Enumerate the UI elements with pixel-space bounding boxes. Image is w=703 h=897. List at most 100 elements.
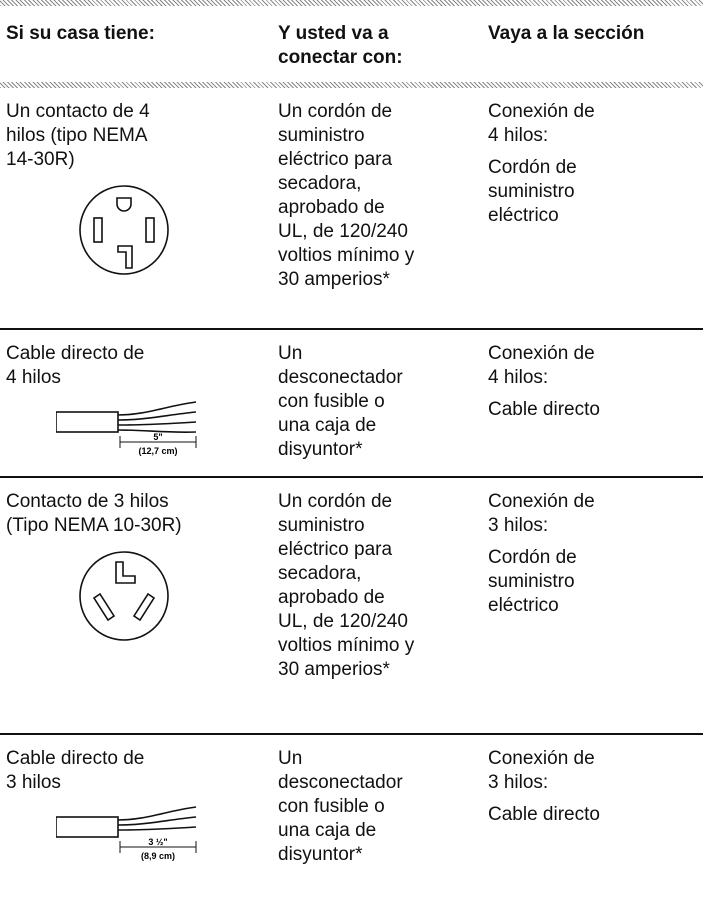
text-line: 30 amperios* [278,659,390,680]
row-rule [0,476,703,478]
icon-part [116,197,132,212]
icon-part [79,185,169,275]
text-line: 4 hilos [6,367,61,388]
text-line: aprobado de [278,587,385,608]
section-paragraph: Conexión de 3 hilos: [488,747,703,795]
text-line: voltios mínimo y [278,245,415,266]
dimension-label: 3 ½" [148,837,167,847]
cell-section: Conexión de 4 hilos: Cordón de suministro el… [488,100,703,328]
icon-part [117,401,197,416]
text-line: 30 amperios* [278,269,390,290]
text-line: 4 hilos: [488,367,549,388]
icon-part [117,826,197,831]
table-body: Un contacto de 4 hilos (tipo NEMA 14-30R) U… [0,88,703,887]
text-line: UL, de 120/240 [278,611,408,632]
text-line: conectar con: [278,47,403,68]
figure [79,551,169,641]
header-cell: Y usted va a conectar con: [278,22,488,82]
text-line: 3 hilos [6,772,61,793]
text-line: Un cordón de [278,491,393,512]
icon-part [117,421,197,426]
text-line: Un [278,748,303,769]
section-paragraph: Cable directo [488,803,703,827]
text-line: Un contacto de 4 [6,101,150,122]
cell-section: Conexión de 3 hilos: Cordón de suministro el… [488,490,703,733]
icon-part [79,551,169,641]
text-line: Cordón de [488,547,577,568]
cell-connect: Un cordón de suministro eléctrico para seca… [278,100,488,328]
dimension-label: 5" [153,432,162,442]
text-line: secadora, [278,173,362,194]
text-line: Cable directo de [6,343,145,364]
section-paragraph: Cable directo [488,398,703,422]
cell-have: Contacto de 3 hilos (Tipo NEMA 10-30R) [0,490,278,733]
table-row: Un contacto de 4 hilos (tipo NEMA 14-30R) U… [0,88,703,328]
text-line: con fusible o [278,391,385,412]
cell-section: Conexión de 3 hilos: Cable directo [488,747,703,887]
text-line: Cordón de [488,157,577,178]
text-line: Si su casa tiene: [6,23,155,44]
text-line: Y usted va a [278,23,389,44]
cell-connect: Un desconectador con fusible o una caja de d… [278,747,488,887]
text-line: desconectador [278,367,403,388]
table-row: Contacto de 3 hilos (Tipo NEMA 10-30R) Un … [0,478,703,733]
text-line: Vaya a la sección [488,23,645,44]
text-line: (Tipo NEMA 10-30R) [6,515,182,536]
text-line: con fusible o [278,796,385,817]
dimension-label: (8,9 cm) [141,851,175,861]
text-line: disyuntor* [278,439,363,460]
text-line: eléctrico para [278,149,393,170]
text-line: Un cordón de [278,101,393,122]
text-line: Conexión de [488,491,595,512]
icon-part [117,806,197,821]
row-rule [0,733,703,735]
text-line: eléctrico [488,205,559,226]
dimension-label: (12,7 cm) [138,446,177,456]
icon-part [56,411,119,433]
cell-connect: Un cordón de suministro eléctrico para seca… [278,490,488,733]
header-rule [0,82,703,88]
icon-part [117,816,197,826]
section-paragraph: Conexión de 4 hilos: [488,342,703,390]
text-line: aprobado de [278,197,385,218]
icon-part [56,816,119,838]
text-line: suministro [278,125,365,146]
icon-part [117,411,197,421]
text-line: Conexión de [488,101,595,122]
header-row: Si su casa tiene: Y usted va a conectar co… [0,6,703,82]
row-rule [0,328,703,330]
top-rule [0,0,703,6]
figure: 5" (12,7 cm) [56,401,197,456]
icon-part [93,217,103,243]
section-paragraph: Cordón de suministro eléctrico [488,546,703,618]
text-line: Contacto de 3 hilos [6,491,169,512]
text-line: desconectador [278,772,403,793]
table-row: Cable directo de 4 hilos 5" (12,7 cm) Un desc… [0,330,703,476]
text-line: secadora, [278,563,362,584]
text-line: una caja de [278,820,377,841]
text-line: Cable directo [488,399,600,420]
section-paragraph: Conexión de 4 hilos: [488,100,703,148]
text-line: 14-30R) [6,149,75,170]
text-line: Cable directo de [6,748,145,769]
cell-have: Un contacto de 4 hilos (tipo NEMA 14-30R) [0,100,278,328]
cell-section: Conexión de 4 hilos: Cable directo [488,342,703,476]
text-line: UL, de 120/240 [278,221,408,242]
text-line: eléctrico [488,595,559,616]
figure [79,185,169,275]
text-line: suministro [488,571,575,592]
text-line: Conexión de [488,343,595,364]
text-line: hilos (tipo NEMA [6,125,148,146]
header-cell: Vaya a la sección [488,22,703,82]
text-line: 3 hilos: [488,772,549,793]
section-paragraph: Cordón de suministro eléctrico [488,156,703,228]
icon-part [145,217,155,243]
text-line: 3 hilos: [488,515,549,536]
text-line: suministro [488,181,575,202]
text-line: suministro [278,515,365,536]
text-line: Conexión de [488,748,595,769]
text-line: disyuntor* [278,844,363,865]
header-cell: Si su casa tiene: [0,22,278,82]
text-line: Cable directo [488,804,600,825]
